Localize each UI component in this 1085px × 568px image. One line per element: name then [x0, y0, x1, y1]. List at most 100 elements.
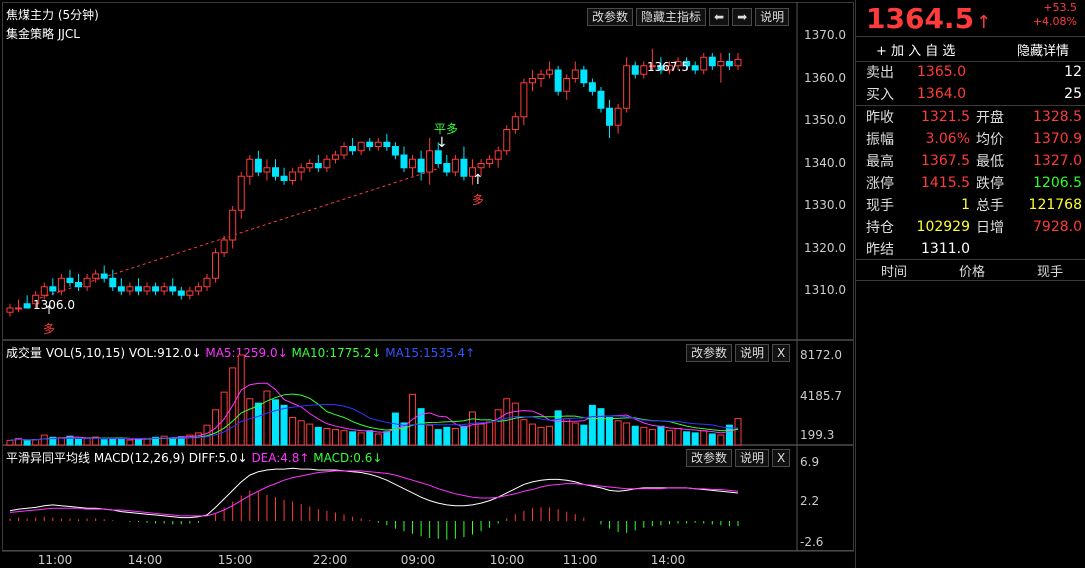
volume-bar [648, 429, 656, 446]
candle-body [143, 286, 151, 292]
volume-bar [477, 423, 485, 446]
volume-bar [374, 433, 382, 446]
candle-body [623, 65, 631, 109]
macd-help-button[interactable]: 说明 [735, 449, 770, 467]
volume-params-button[interactable]: 改参数 [686, 344, 733, 362]
volume-tick: 8172.0 [800, 348, 842, 362]
candle-body [554, 69, 562, 92]
volume-bar [314, 426, 322, 446]
price-tick: 1360.0 [804, 70, 846, 85]
volume-bar [100, 439, 108, 446]
stat-value: 1370.9 [1033, 131, 1082, 147]
volume-bar [486, 421, 494, 446]
low-price-annotation: 1306.0 [33, 298, 75, 312]
volume-bar [66, 435, 74, 446]
candle-body [546, 69, 554, 75]
volume-bar [563, 418, 571, 446]
volume-bar [160, 435, 168, 446]
candle-body [160, 286, 168, 292]
candle-body [468, 167, 476, 177]
stat-label: 总手 [976, 198, 1004, 214]
candle-body [597, 90, 605, 109]
long-signal-2: 多 [472, 193, 485, 207]
volume-help-button[interactable]: 说明 [735, 344, 770, 362]
macd-toolbar: 改参数 说明 X [686, 449, 791, 467]
candle-body [75, 282, 83, 288]
candle-body [212, 252, 220, 279]
time-tick: 11:00 [562, 553, 598, 567]
volume-bar [734, 418, 742, 446]
candle-body [580, 69, 588, 84]
volume-bar [460, 425, 468, 446]
candle-body [426, 150, 434, 173]
volume-bar [23, 440, 31, 446]
volume-bar [631, 425, 639, 446]
add-watchlist-button[interactable]: + 加 入 自 选 [876, 43, 956, 59]
price-tick: 1330.0 [804, 198, 846, 212]
quote-panel: 1364.5 ↑ +53.5 +4.08% + 加 入 自 选 隐藏详情 卖出 … [855, 0, 1085, 568]
volume-bar [297, 420, 305, 446]
candle-body [92, 273, 100, 279]
candle-body [357, 141, 365, 152]
strategy-line [39, 167, 441, 299]
stat-value: 1206.5 [1033, 175, 1082, 191]
stat-label: 最高 [866, 154, 894, 170]
volume-bar [657, 425, 665, 446]
next-arrow-icon[interactable]: ➡ [732, 8, 753, 26]
volume-bar [169, 437, 177, 446]
volume-bar [357, 432, 365, 446]
candle-body [57, 277, 65, 292]
candle-body [297, 167, 305, 173]
candle-body [409, 158, 417, 169]
hide-indicator-button[interactable]: 隐藏主指标 [636, 8, 707, 26]
volume-close-button[interactable]: X [772, 344, 791, 362]
volume-bar [349, 431, 357, 446]
volume-bar [691, 432, 699, 446]
volume-bar [263, 390, 271, 446]
candle-body [683, 61, 691, 67]
long-signal-1: 多 [43, 322, 56, 336]
hide-detail-button[interactable]: 隐藏详情 [1016, 43, 1069, 59]
change-block: +53.5 +4.08% [1033, 1, 1077, 29]
candle-body [383, 141, 391, 147]
volume-bar [571, 422, 579, 446]
flat-signal: 平多 [434, 122, 459, 136]
macd-panel[interactable]: 平滑异同平均线 MACD(12,26,9) DIFF:5.0↓ DEA:4.8↑… [2, 445, 854, 551]
volume-bar [280, 404, 288, 446]
time-tick: 15:00 [217, 553, 253, 567]
macd-params-button[interactable]: 改参数 [686, 449, 733, 467]
candle-body [152, 286, 160, 292]
instrument-title: 焦煤主力 (5分钟) [6, 8, 99, 22]
volume-bar [152, 436, 160, 446]
candle-body [100, 273, 108, 279]
candle-body [503, 129, 511, 152]
candle-body [272, 167, 280, 177]
params-button[interactable]: 改参数 [587, 8, 634, 26]
time-tick: 14:00 [127, 553, 163, 567]
prev-arrow-icon[interactable]: ⬅ [709, 8, 730, 26]
bid-price: 1364.0 [917, 86, 966, 102]
candle-body [374, 141, 382, 147]
volume-bar [511, 402, 519, 446]
chart-canvas [2, 2, 854, 552]
tick-list-header: 时间 价格 现手 [856, 259, 1085, 281]
volume-bar [383, 431, 391, 446]
help-button[interactable]: 说明 [755, 8, 790, 26]
ask-price: 1365.0 [917, 64, 966, 80]
stats-row: 振幅 3.06% 均价 1370.9 [856, 128, 1085, 150]
candle-body [674, 61, 682, 67]
macd-macd-label: MACD:0.6↓ [313, 451, 383, 465]
volume-bar [614, 420, 622, 446]
volume-bar [306, 423, 314, 446]
time-tick: 22:00 [312, 553, 348, 567]
stat-label: 昨收 [866, 110, 894, 126]
volume-bar [665, 430, 673, 446]
settle-value: 1311.0 [921, 241, 970, 257]
macd-close-button[interactable]: X [772, 449, 791, 467]
time-tick: 11:00 [37, 553, 73, 567]
volume-bar [134, 438, 142, 446]
diff-line [9, 467, 739, 519]
volume-bar [494, 409, 502, 446]
volume-bar [700, 430, 708, 446]
volume-bar [674, 427, 682, 446]
